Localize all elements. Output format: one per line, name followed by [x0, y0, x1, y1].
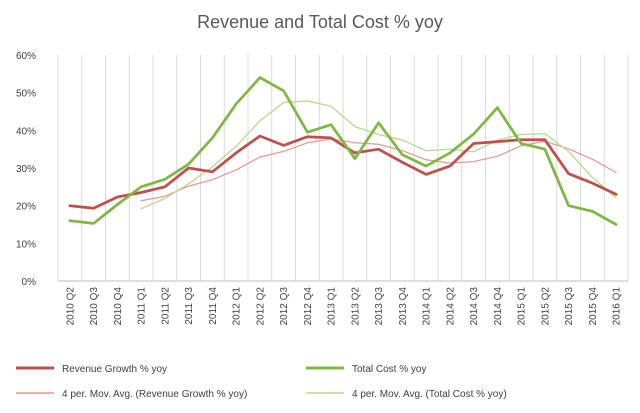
series-line-1 [68, 76, 618, 226]
x-tick-label: 2013 Q2 [350, 287, 361, 326]
series-line-0 [68, 134, 618, 210]
x-tick-label: 2015 Q2 [540, 287, 551, 326]
x-tick-label: 2013 Q3 [374, 287, 385, 326]
x-tick-label: 2013 Q4 [398, 287, 409, 326]
series-line-3 [140, 100, 617, 210]
x-tick-label: 2015 Q4 [588, 287, 599, 326]
x-tick-label: 2012 Q1 [232, 287, 243, 326]
x-tick-label: 2011 Q1 [137, 287, 148, 325]
x-tick-label: 2016 Q1 [612, 287, 623, 326]
series-line-2 [140, 138, 617, 202]
x-tick-label: 2015 Q3 [564, 287, 575, 326]
x-tick-label: 2014 Q2 [445, 287, 456, 326]
y-tick-label: 60% [16, 51, 36, 62]
x-axis-ticks: 2010 Q2 2010 Q3 2010 Q4 2011 Q1 2011 Q2 2011 … [65, 287, 622, 326]
x-tick-label: 2015 Q1 [517, 287, 528, 326]
y-tick-label: 30% [16, 164, 36, 175]
x-tick-label: 2014 Q3 [469, 287, 480, 326]
legend-label-total-cost: Total Cost % yoy [352, 364, 426, 375]
grid-lines [57, 55, 629, 282]
y-tick-label: 40% [16, 126, 36, 137]
x-tick-label: 2010 Q4 [113, 287, 124, 326]
x-tick-label: 2011 Q2 [160, 287, 171, 325]
legend-label-total-cost-mavg: 4 per. Mov. Avg. (Total Cost % yoy) [352, 389, 507, 400]
legend: Revenue Growth % yoy Total Cost % yoy 4 … [16, 364, 507, 400]
x-tick-label: 2013 Q1 [327, 287, 338, 326]
x-tick-label: 2014 Q4 [493, 287, 504, 326]
x-tick-label: 2011 Q3 [184, 287, 195, 325]
x-tick-label: 2010 Q3 [89, 287, 100, 326]
x-tick-label: 2012 Q4 [303, 287, 314, 326]
x-tick-label: 2014 Q1 [422, 287, 433, 326]
series-group [68, 76, 618, 226]
x-tick-label: 2012 Q3 [279, 287, 290, 326]
legend-label-revenue: Revenue Growth % yoy [62, 364, 167, 375]
y-tick-label: 0% [22, 277, 37, 288]
legend-label-revenue-mavg: 4 per. Mov. Avg. (Revenue Growth % yoy) [62, 389, 247, 400]
x-tick-label: 2010 Q2 [65, 287, 76, 326]
y-tick-label: 20% [16, 202, 36, 213]
x-tick-label: 2012 Q2 [255, 287, 266, 326]
y-tick-label: 50% [16, 89, 36, 100]
chart-title: Revenue and Total Cost % yoy [197, 12, 443, 32]
y-axis-ticks: 0% 10% 20% 30% 40% 50% 60% [16, 51, 36, 288]
x-tick-label: 2011 Q4 [208, 287, 219, 325]
y-tick-label: 10% [16, 239, 36, 250]
